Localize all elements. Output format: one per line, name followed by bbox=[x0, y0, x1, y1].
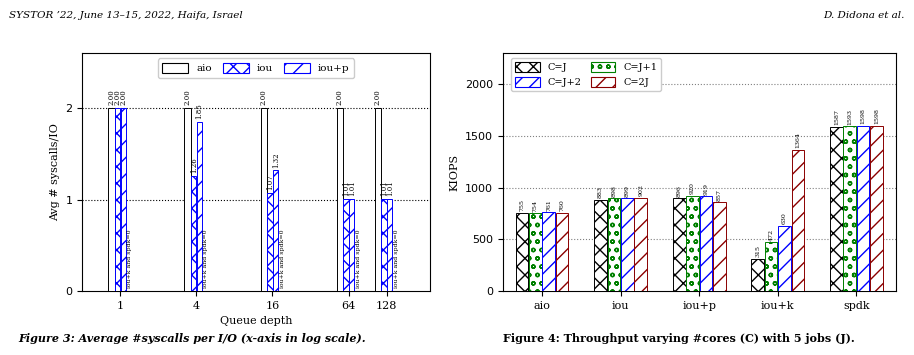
Bar bbox=[856, 126, 869, 291]
Text: 1.01: 1.01 bbox=[342, 180, 350, 196]
Text: 883: 883 bbox=[598, 186, 603, 198]
Text: 902: 902 bbox=[638, 184, 643, 196]
Text: D. Didona et al.: D. Didona et al. bbox=[824, 11, 905, 20]
Text: 1598: 1598 bbox=[861, 108, 866, 124]
Text: 898: 898 bbox=[611, 185, 616, 197]
Text: 1598: 1598 bbox=[874, 108, 879, 124]
Text: iou+k and spdk=0: iou+k and spdk=0 bbox=[394, 230, 399, 288]
Bar bbox=[349, 199, 355, 291]
Bar bbox=[621, 198, 633, 291]
Text: 899: 899 bbox=[625, 185, 630, 197]
Text: 920: 920 bbox=[690, 182, 695, 195]
Text: 2.00: 2.00 bbox=[260, 90, 268, 105]
Bar bbox=[542, 212, 555, 291]
Text: iou+k and spdk=0: iou+k and spdk=0 bbox=[280, 230, 284, 288]
Bar bbox=[273, 170, 278, 291]
Text: 2.00: 2.00 bbox=[184, 90, 192, 105]
Bar bbox=[844, 126, 856, 291]
Text: 1593: 1593 bbox=[847, 109, 852, 125]
Text: 2.00: 2.00 bbox=[374, 90, 382, 105]
Bar bbox=[778, 226, 791, 291]
Text: 1364: 1364 bbox=[795, 132, 801, 148]
Text: 2.00: 2.00 bbox=[108, 90, 116, 105]
Text: iou+k and spdk=0: iou+k and spdk=0 bbox=[204, 230, 208, 288]
Bar bbox=[185, 108, 191, 291]
Bar bbox=[765, 242, 778, 291]
Bar bbox=[556, 213, 569, 291]
Text: 896: 896 bbox=[676, 185, 682, 197]
Bar bbox=[751, 258, 764, 291]
Text: 2.00: 2.00 bbox=[120, 90, 127, 105]
Bar bbox=[594, 200, 607, 291]
Text: 1.32: 1.32 bbox=[271, 152, 280, 168]
Text: 1.85: 1.85 bbox=[196, 103, 204, 119]
Bar bbox=[114, 108, 121, 291]
Bar bbox=[109, 108, 115, 291]
Bar bbox=[515, 213, 528, 291]
Text: iou+k and spdk=0: iou+k and spdk=0 bbox=[127, 230, 133, 288]
Bar bbox=[634, 198, 647, 291]
Text: Figure 4: Throughput varying #cores (C) with 5 jobs (J).: Figure 4: Throughput varying #cores (C) … bbox=[503, 333, 855, 344]
Bar bbox=[336, 108, 343, 291]
Text: 754: 754 bbox=[533, 200, 537, 212]
Y-axis label: KIOPS: KIOPS bbox=[450, 154, 460, 191]
Text: 857: 857 bbox=[717, 189, 722, 201]
Bar bbox=[375, 108, 381, 291]
Bar bbox=[121, 108, 126, 291]
Text: iou+k and spdk=0: iou+k and spdk=0 bbox=[356, 230, 361, 288]
Text: Figure 3: Average #syscalls per I/O (x-axis in log scale).: Figure 3: Average #syscalls per I/O (x-a… bbox=[18, 333, 366, 344]
Bar bbox=[381, 199, 387, 291]
Text: 761: 761 bbox=[547, 199, 551, 211]
Y-axis label: Avg # syscalls/IO: Avg # syscalls/IO bbox=[50, 123, 59, 221]
Bar bbox=[388, 199, 392, 291]
Text: 1.26: 1.26 bbox=[190, 157, 197, 173]
Text: 919: 919 bbox=[704, 182, 708, 195]
Bar bbox=[191, 176, 197, 291]
Text: 755: 755 bbox=[519, 200, 525, 212]
Bar bbox=[343, 199, 348, 291]
Text: 630: 630 bbox=[782, 213, 787, 224]
Bar bbox=[197, 122, 202, 291]
X-axis label: Queue depth: Queue depth bbox=[219, 316, 292, 326]
Bar bbox=[830, 127, 843, 291]
Bar bbox=[267, 193, 272, 291]
Bar bbox=[608, 198, 621, 291]
Text: 2.00: 2.00 bbox=[113, 90, 122, 105]
Text: 1.01: 1.01 bbox=[386, 180, 394, 196]
Bar bbox=[686, 196, 699, 291]
Text: 472: 472 bbox=[769, 229, 773, 241]
Bar bbox=[870, 126, 883, 291]
Bar bbox=[792, 150, 804, 291]
Legend: aio, iou, iou+p: aio, iou, iou+p bbox=[158, 59, 354, 78]
Text: 2.00: 2.00 bbox=[336, 90, 344, 105]
Bar bbox=[699, 196, 712, 291]
Text: 760: 760 bbox=[559, 199, 565, 211]
Text: 1.01: 1.01 bbox=[380, 180, 388, 196]
Bar bbox=[713, 202, 726, 291]
Bar bbox=[260, 108, 267, 291]
Text: SYSTOR ’22, June 13–15, 2022, Haifa, Israel: SYSTOR ’22, June 13–15, 2022, Haifa, Isr… bbox=[9, 11, 243, 20]
Text: 1.07: 1.07 bbox=[266, 175, 274, 191]
Bar bbox=[529, 213, 542, 291]
Text: 1587: 1587 bbox=[834, 109, 839, 125]
Legend: C=J, C=J+2, C=J+1, C=2J: C=J, C=J+2, C=J+1, C=2J bbox=[512, 58, 661, 91]
Text: 315: 315 bbox=[755, 245, 760, 257]
Bar bbox=[673, 198, 686, 291]
Text: 1.01: 1.01 bbox=[347, 180, 356, 196]
